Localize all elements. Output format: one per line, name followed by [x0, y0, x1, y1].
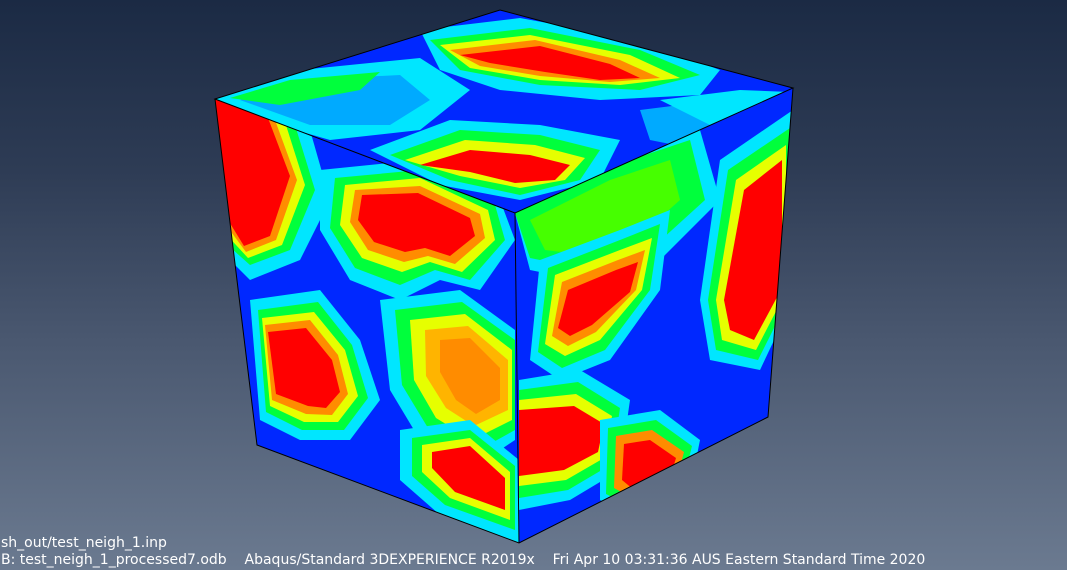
- cube-right-face: [515, 88, 793, 543]
- odb-name: B: test_neigh_1_processed7.odb: [1, 552, 227, 568]
- timestamp: Fri Apr 10 03:31:36 AUS Eastern Standard…: [552, 552, 926, 568]
- input-file-path: sh_out/test_neigh_1.inp: [1, 535, 167, 551]
- cube-edges: [213, 9, 795, 544]
- cube-left-face: [215, 99, 519, 543]
- cube-top-face: [215, 10, 793, 213]
- solver-version: Abaqus/Standard 3DEXPERIENCE R2019x: [244, 552, 535, 568]
- status-info-line: B: test_neigh_1_processed7.odb Abaqus/St…: [1, 552, 925, 568]
